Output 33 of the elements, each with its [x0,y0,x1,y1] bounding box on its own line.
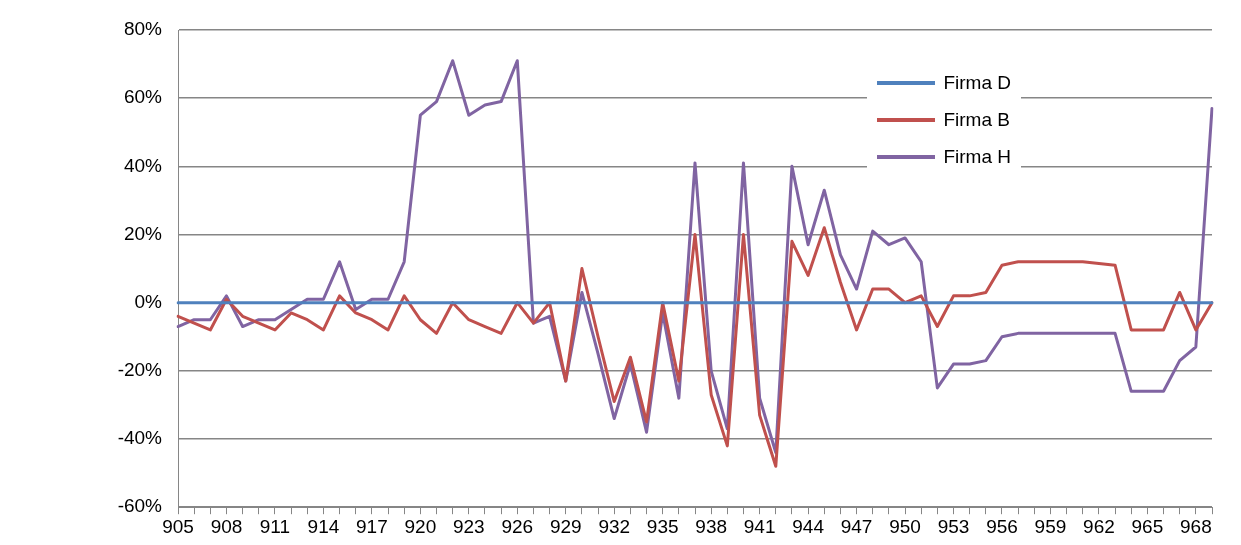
y-tick-label: -60% [117,495,163,517]
y-tick-label: 0% [134,290,163,312]
x-tick-label: 965 [1131,515,1164,537]
x-tick-label: 905 [162,515,194,537]
x-tick-label: 947 [840,515,873,537]
y-tick-label: -20% [117,359,163,381]
x-tick-label: 908 [210,515,243,537]
x-tick-label: 923 [452,515,485,537]
legend-label: Firma H [943,145,1011,168]
x-tick-label: 914 [307,515,340,537]
y-tick-label: 60% [123,86,163,108]
x-tick-label: 926 [501,515,534,537]
legend-label: Firma D [943,71,1011,94]
y-tick-label: 80% [123,18,163,40]
x-tick-label: 917 [356,515,388,537]
x-tick-label: 941 [743,515,776,537]
x-tick-label: 929 [549,515,582,537]
x-tick-label: 944 [792,515,825,537]
y-tick-label: -40% [117,427,163,449]
x-tick-label: 935 [646,515,679,537]
x-tick-label: 911 [259,515,291,537]
x-tick-label: 956 [986,515,1018,537]
y-tick-label: 40% [123,154,163,176]
x-tick-label: 938 [695,515,728,537]
x-tick-label: 932 [598,515,631,537]
x-tick-label: 950 [889,515,921,537]
x-tick-label: 953 [937,515,970,537]
x-tick-label: 959 [1034,515,1067,537]
x-tick-label: 968 [1179,515,1212,537]
x-tick-label: 962 [1083,515,1115,537]
x-tick-label: 920 [404,515,437,537]
legend-label: Firma B [943,108,1010,131]
y-tick-label: 20% [123,222,163,244]
